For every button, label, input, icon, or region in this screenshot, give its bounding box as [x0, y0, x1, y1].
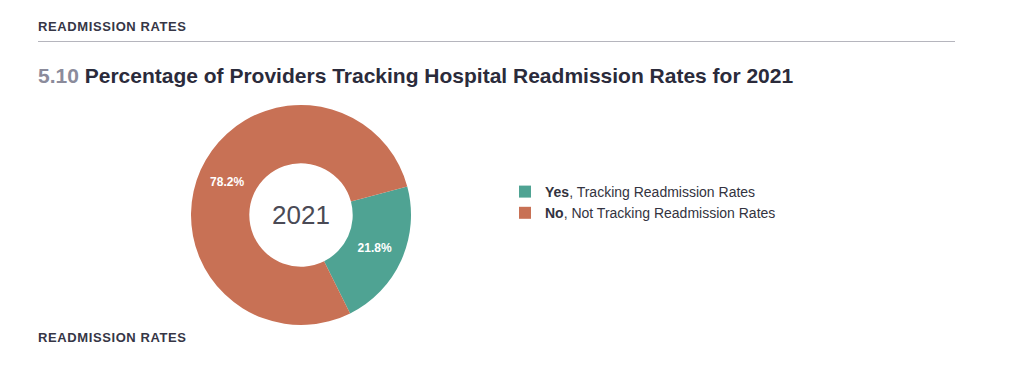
svg-text:2021: 2021 — [272, 200, 330, 230]
svg-text:78.2%: 78.2% — [210, 175, 244, 189]
svg-text:21.8%: 21.8% — [358, 241, 392, 255]
svg-text:No, Not Tracking Readmission R: No, Not Tracking Readmission Rates — [545, 205, 775, 221]
html-text:READMISSION RATES: READMISSION RATES — [38, 330, 187, 345]
html-text:READMISSION RATES: READMISSION RATES — [38, 19, 187, 34]
html-text:5.10 Percentage of Providers T: 5.10 Percentage of Providers Tracking Ho… — [38, 64, 794, 87]
svg-text:Yes, Tracking Readmission Rate: Yes, Tracking Readmission Rates — [545, 184, 755, 200]
